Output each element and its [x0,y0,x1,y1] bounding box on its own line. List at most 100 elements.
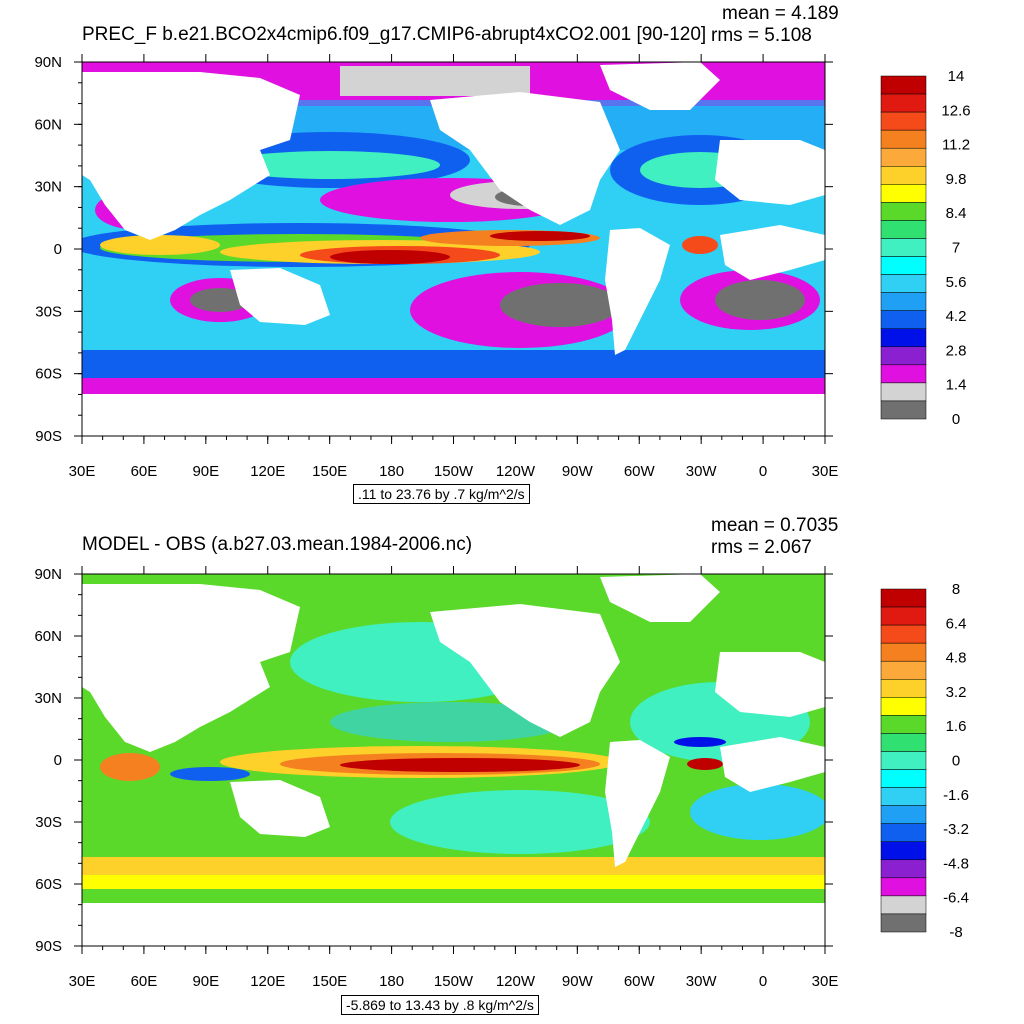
colorbar-swatch [880,93,927,113]
colorbar-label: 8 [952,581,960,598]
x-tick-label: 90W [562,463,594,480]
colorbar-swatch [880,624,927,644]
colorbar-swatch [880,310,927,329]
mean-stat: mean = 4.189 [722,3,839,24]
x-tick-label: 60E [131,973,158,990]
difference-map-svg: 30E 60E 90E 120E 150E 180 150W 120W 90W 60W 30W 0 30… [34,566,969,990]
x-tick-label: 90E [192,973,219,990]
colorbar-swatch [880,75,927,95]
x-tick-label: 30E [812,973,839,990]
colorbar-swatch [880,129,927,149]
colorbar-swatch [880,769,927,788]
colorbar-swatch [880,660,927,680]
x-tick-label: 120W [496,973,536,990]
x-tick-label: 30E [69,463,96,480]
axes: 30E 60E 90E 120E 150E 180 150W 120W 90W 60W 30W 0 30… [34,566,838,990]
colorbar-label: 1.6 [946,718,967,735]
colorbar-label: 1.4 [946,377,967,394]
difference-panel: MODEL - OBS (a.b27.03.mean.1984-2006.nc)… [0,512,1024,1024]
x-tick-label: 120E [250,973,285,990]
x-tick-label: 150W [434,973,474,990]
colorbar-swatch [880,895,927,915]
x-tick-label: 150E [312,463,347,480]
colorbar-label: -4.8 [943,855,969,872]
y-tick-label: 30S [35,303,62,320]
precip-panel: PREC_F b.e21.BCO2x4cmip6.f09_g17.CMIP6-a… [34,3,971,504]
colorbar-swatch [880,184,927,203]
x-tick-label: 150W [434,463,474,480]
colorbar-label: -8 [949,924,962,941]
colorbar-label: 11.2 [942,137,970,154]
colorbar-swatch [880,328,927,348]
arctic-gray-patch [340,66,530,96]
colorbar-swatch [880,147,927,167]
so-positive-band [82,857,825,875]
colorbar-swatch [880,913,927,933]
colorbar-swatch [880,679,927,698]
difference-max [340,758,580,772]
y-tick-label: 60N [34,628,62,645]
colorbar-label: -6.4 [943,890,969,907]
colorbar-swatch [880,588,927,608]
rms-stat: rms = 5.108 [711,25,812,46]
colorbar-swatch [880,823,927,842]
contour-range-label: .11 to 23.76 by .7 kg/m^2/s [353,484,530,504]
x-tick-label: 30W [686,463,718,480]
colorbar-label: 9.8 [946,171,967,188]
precip-field [82,62,825,436]
x-tick-label: 30W [686,973,718,990]
colorbar-swatch [880,346,927,366]
colorbar-label: 2.8 [946,342,967,359]
colorbar-swatch [880,166,927,185]
y-tick-label: 90S [35,428,62,445]
x-tick-label: 90E [192,463,219,480]
chart-title: MODEL - OBS (a.b27.03.mean.1984-2006.nc) [82,534,473,555]
colorbar-swatch [880,382,927,402]
mean-stat: mean = 0.7035 [711,515,839,536]
colorbar-label: 5.6 [946,274,967,291]
colorbar-label: 7 [952,240,960,257]
colorbar-swatch [880,787,927,806]
colorbar-swatch [880,733,927,752]
rms-stat: rms = 2.067 [711,537,812,558]
y-tick-label: 0 [54,752,62,769]
colorbar-swatch [880,256,927,275]
colorbar-swatch [880,364,927,384]
y-tick-label: 90S [35,938,62,955]
continents [82,62,825,355]
x-tick-label: 180 [379,973,404,990]
x-tick-label: 90W [562,973,594,990]
colorbar-swatch [880,805,927,824]
x-tick-label: 30E [69,973,96,990]
y-tick-label: 60N [34,116,62,133]
colorbar-swatch [880,400,927,420]
axes: 30E 60E 90E 120E 150E 180 150W 120W 90W 60W 30W 0 30… [34,54,838,480]
colorbar-label: 0 [952,411,960,428]
contour-range-label: -5.869 to 13.43 by .8 kg/m^2/s [341,995,539,1015]
continents [82,574,825,867]
colorbar-swatch [880,606,927,626]
colorbar-swatch [880,111,927,131]
colorbar: 14 12.6 11.2 9.8 8.4 7 5.6 4.2 2.8 1.4 0 [880,68,971,428]
antarctica [82,394,825,436]
precip-map-svg: 30E 60E 90E 120E 150E 180 150W 120W 90W 60W 30W 0 30… [34,54,971,480]
precip-max [330,250,450,264]
y-tick-label: 0 [54,241,62,258]
chart-title: PREC_F b.e21.BCO2x4cmip6.f09_g17.CMIP6-a… [82,24,707,45]
colorbar-label: 14 [948,68,965,85]
colorbar-swatch [880,292,927,311]
colorbar-label: 6.4 [946,615,967,632]
y-tick-label: 60S [35,876,62,893]
antarctica [82,903,825,946]
colorbar-label: 8.4 [946,205,967,222]
difference-field [82,574,825,946]
x-tick-label: 0 [759,973,767,990]
colorbar-swatch [880,697,927,716]
colorbar-swatch [880,751,927,770]
colorbar-swatch [880,202,927,221]
colorbar-swatch [880,877,927,897]
y-tick-label: 90N [34,566,62,583]
colorbar-label: -1.6 [943,787,969,804]
colorbar-label: -3.2 [943,821,969,838]
colorbar-label: 3.2 [946,684,967,701]
